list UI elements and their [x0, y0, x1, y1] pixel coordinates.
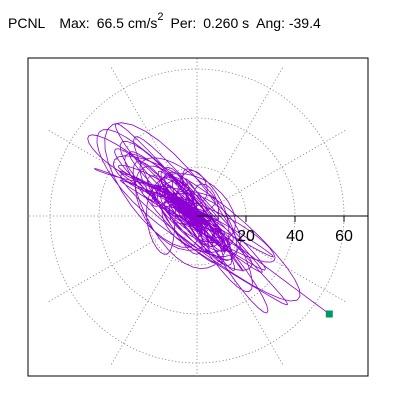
station-code: PCNL [8, 15, 46, 31]
max-unit: cm/s [127, 15, 158, 31]
grid-spoke-60 [196, 67, 284, 217]
radial-ticks: 20 40 60 [237, 216, 353, 245]
tick-label-40: 40 [286, 228, 304, 245]
plot-header: PCNL Max: 66.5 cm/s2 Per: 0.260 s Ang: -39.4 [8, 12, 321, 31]
max-value: 66.5 [96, 15, 124, 31]
angle-label: Ang: [256, 15, 285, 31]
tick-label-20: 20 [237, 228, 255, 245]
end-point-marker [325, 310, 333, 318]
grid-spoke-300 [196, 215, 284, 365]
orbit-path [87, 122, 330, 315]
grid-spoke-240 [110, 215, 198, 365]
period-unit: s [242, 15, 250, 31]
grid-spoke-210 [48, 215, 198, 303]
period-label: Per: [170, 15, 197, 31]
max-unit-exponent: 2 [157, 11, 164, 24]
grid-spoke-120 [110, 67, 198, 217]
max-label: Max: [59, 15, 90, 31]
period-value: 0.260 [203, 15, 239, 31]
tick-label-60: 60 [335, 228, 353, 245]
angle-value: -39.4 [288, 15, 321, 31]
grid-spoke-30 [196, 129, 346, 217]
orbit-trace [87, 122, 330, 315]
grid-spoke-330 [196, 215, 346, 303]
